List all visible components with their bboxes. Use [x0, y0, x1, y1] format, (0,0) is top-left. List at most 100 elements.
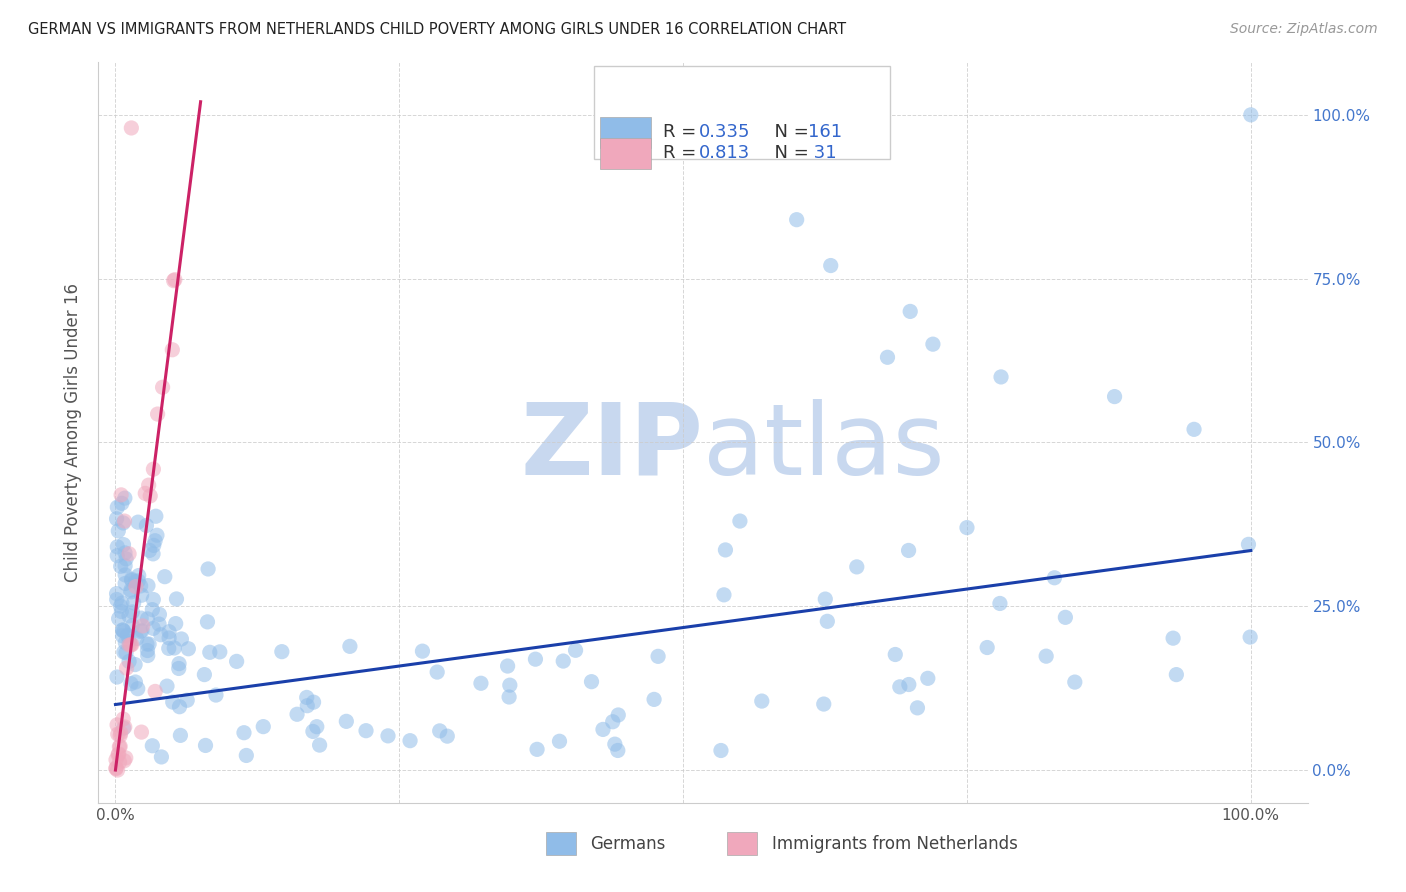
Point — [813, 697, 835, 711]
Point — [112, 754, 135, 768]
Point — [108, 755, 131, 769]
Point — [156, 679, 179, 693]
Point — [150, 750, 173, 764]
Point — [177, 641, 200, 656]
Point — [714, 543, 737, 558]
Point — [127, 515, 149, 529]
Point — [110, 726, 132, 740]
Point — [142, 592, 165, 607]
Point — [118, 638, 141, 652]
Point — [105, 670, 128, 684]
Text: 0.335: 0.335 — [699, 122, 751, 141]
Point — [142, 547, 165, 561]
Point — [108, 739, 131, 754]
Point — [138, 543, 160, 558]
Point — [105, 586, 128, 600]
Point — [198, 645, 221, 659]
Point — [592, 723, 614, 737]
Point — [114, 558, 136, 573]
Point — [197, 615, 219, 629]
Point — [121, 572, 143, 586]
Point — [167, 661, 190, 675]
Point — [129, 579, 152, 593]
Point — [1035, 649, 1057, 664]
Point — [118, 634, 141, 648]
Point — [138, 478, 160, 492]
Point — [135, 518, 157, 533]
Point — [115, 552, 138, 566]
Point — [112, 712, 135, 726]
Point — [112, 645, 135, 659]
Point — [120, 676, 142, 690]
Point — [1054, 610, 1077, 624]
Point — [335, 714, 357, 729]
Point — [129, 611, 152, 625]
Point — [194, 739, 217, 753]
Point — [110, 559, 132, 574]
Point — [131, 619, 153, 633]
Point — [105, 762, 128, 776]
Point — [121, 619, 143, 633]
Point — [496, 659, 519, 673]
Point — [148, 617, 170, 632]
FancyBboxPatch shape — [595, 66, 890, 159]
Point — [141, 739, 163, 753]
Point — [498, 690, 520, 704]
Point — [114, 514, 136, 528]
Point — [205, 688, 228, 702]
Point — [197, 562, 219, 576]
Point — [117, 628, 139, 642]
Point — [165, 616, 187, 631]
Point — [139, 489, 162, 503]
Point — [153, 569, 176, 583]
FancyBboxPatch shape — [727, 831, 758, 855]
Point — [142, 538, 165, 552]
Text: Germans: Germans — [591, 835, 666, 853]
Point — [112, 516, 135, 530]
Point — [114, 720, 136, 734]
Text: 0.813: 0.813 — [699, 144, 751, 161]
Point — [111, 624, 134, 638]
Point — [108, 729, 131, 743]
Point — [548, 734, 571, 748]
Point — [956, 521, 979, 535]
Point — [148, 607, 170, 622]
Point — [146, 528, 169, 542]
Point — [134, 486, 156, 500]
Point — [131, 725, 153, 739]
Point — [138, 637, 160, 651]
Text: N =: N = — [763, 144, 815, 161]
Point — [121, 638, 143, 652]
Point — [114, 546, 136, 560]
Point — [125, 580, 148, 594]
Point — [233, 725, 256, 739]
Point — [225, 654, 247, 668]
Point — [146, 407, 169, 421]
Point — [143, 533, 166, 548]
Point — [107, 747, 129, 762]
Point — [524, 652, 547, 666]
Point — [105, 718, 128, 732]
Point — [114, 567, 136, 582]
Point — [136, 612, 159, 626]
Point — [814, 592, 837, 607]
Point — [111, 629, 134, 643]
Point — [163, 640, 186, 655]
Point — [110, 599, 132, 614]
Point — [411, 644, 433, 658]
Point — [162, 343, 184, 357]
Point — [786, 212, 808, 227]
Point — [149, 628, 172, 642]
Point — [884, 648, 907, 662]
Point — [897, 677, 920, 691]
Point — [988, 597, 1011, 611]
Point — [305, 720, 328, 734]
Point — [581, 674, 603, 689]
Text: Source: ZipAtlas.com: Source: ZipAtlas.com — [1230, 22, 1378, 37]
Point — [107, 524, 129, 538]
Point — [136, 578, 159, 592]
Point — [235, 748, 257, 763]
Point — [499, 678, 522, 692]
Point — [377, 729, 399, 743]
Point — [302, 695, 325, 709]
